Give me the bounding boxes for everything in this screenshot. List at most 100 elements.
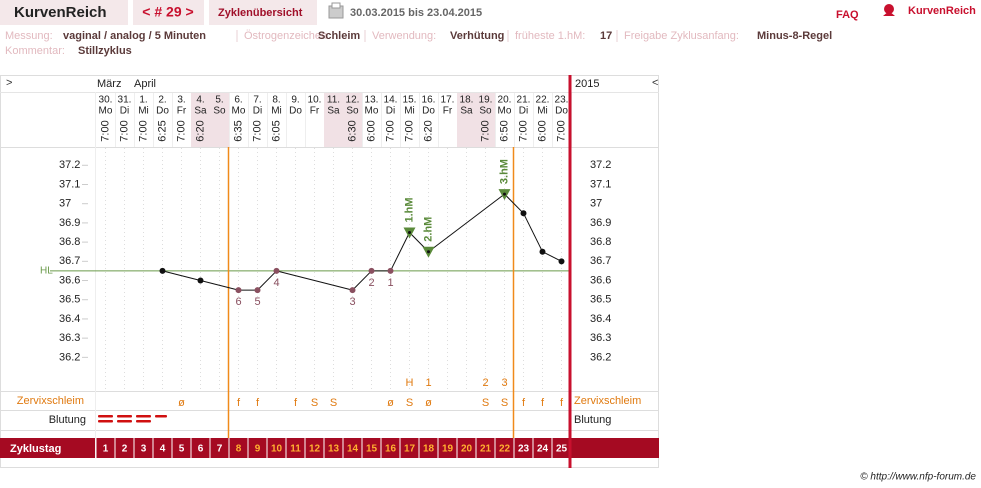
time: 6:20 xyxy=(422,120,434,141)
peak-marker: 2 xyxy=(482,377,488,389)
date-range: 30.03.2015 bis 23.04.2015 xyxy=(350,7,482,19)
logo-text[interactable]: KurvenReich xyxy=(908,5,976,17)
time: 7:00 xyxy=(175,120,187,141)
overview-link[interactable]: Zyklenübersicht xyxy=(218,7,303,19)
mucus-mark: S xyxy=(501,397,508,409)
cycle-day: 24 xyxy=(537,444,549,455)
date: 30. xyxy=(99,95,113,106)
weekday: Mi xyxy=(537,106,548,117)
date: 23. xyxy=(555,95,569,106)
time: 6:20 xyxy=(194,120,206,141)
info-label: Östrogenzeichen: xyxy=(244,30,330,42)
date: 4. xyxy=(196,95,204,106)
overview-box xyxy=(209,0,317,25)
weekday: Mi xyxy=(138,106,149,117)
cycle-day: 17 xyxy=(404,444,416,455)
mucus-mark: S xyxy=(482,397,489,409)
cycle-day: 2 xyxy=(122,444,128,455)
point-label: 3 xyxy=(349,296,355,308)
info-value: Stillzyklus xyxy=(78,45,132,57)
y-tick-label: 37.2 xyxy=(59,159,80,171)
row-label: Zervixschleim xyxy=(17,395,84,407)
cycle-day: 12 xyxy=(309,444,321,455)
info-label: Verwendung: xyxy=(372,30,436,42)
date: 9. xyxy=(291,95,299,106)
weekday: So xyxy=(479,106,492,117)
bleeding-marks xyxy=(98,415,167,423)
y-tick-label: 36.8 xyxy=(59,236,80,248)
cycle-day: 1 xyxy=(103,444,109,455)
time: 6:00 xyxy=(536,120,548,141)
mucus-mark: ø xyxy=(178,397,185,409)
y-tick-label: 36.2 xyxy=(59,351,80,363)
month: April xyxy=(134,78,156,90)
time: 7:00 xyxy=(99,120,111,141)
time: 7:00 xyxy=(555,120,567,141)
cycle-day: 22 xyxy=(499,444,511,455)
cycle-day: 20 xyxy=(461,444,473,455)
date: 11. xyxy=(327,95,340,106)
cycle-nav[interactable]: < # 29 > xyxy=(142,4,193,20)
cycle-day: 18 xyxy=(423,444,435,455)
year: 2015 xyxy=(575,78,599,90)
weekday: Do xyxy=(422,106,435,117)
time: 6:30 xyxy=(346,120,358,141)
date: 13. xyxy=(365,95,379,106)
point-dot xyxy=(427,250,430,254)
weekday: Di xyxy=(386,106,395,117)
mucus-mark: ø xyxy=(425,397,432,409)
curve-segment xyxy=(162,270,201,282)
cycle-day-bar xyxy=(0,438,659,458)
weekday: Sa xyxy=(194,106,207,117)
month: März xyxy=(97,78,121,90)
mucus-mark: f xyxy=(294,397,298,409)
point-dot xyxy=(159,267,166,274)
point-dot xyxy=(520,210,527,217)
peak-marker: 3 xyxy=(501,377,507,389)
point-label: 5 xyxy=(254,296,260,308)
brand[interactable]: KurvenReich xyxy=(14,4,107,21)
chart-frame xyxy=(0,75,659,468)
hl-label: HL xyxy=(40,266,53,277)
cycle-day: 13 xyxy=(328,444,340,455)
time: 7:00 xyxy=(384,120,396,141)
weekend-shade xyxy=(457,93,476,147)
point-label: 1 xyxy=(387,277,393,289)
date: 2. xyxy=(158,95,166,106)
print-icon[interactable] xyxy=(328,2,344,19)
weekday: Do xyxy=(289,106,302,117)
cycle-day: 3 xyxy=(141,444,147,455)
y-tick-label: 36.4 xyxy=(59,313,80,325)
y-tick-label: 36.9 xyxy=(590,217,611,229)
mucus-mark: f xyxy=(541,397,545,409)
date: 8. xyxy=(272,95,280,106)
cycle-day: 4 xyxy=(160,444,166,455)
nav-prev[interactable]: > xyxy=(6,77,12,89)
time: 6:05 xyxy=(270,120,282,141)
date: 3. xyxy=(177,95,185,106)
weekend-shade xyxy=(324,93,343,147)
info-value: Schleim xyxy=(318,30,360,42)
cycle-day: 6 xyxy=(198,444,204,455)
y-tick-label: 36.6 xyxy=(59,274,80,286)
point-dot xyxy=(197,277,204,284)
date: 15. xyxy=(403,95,417,106)
nav-next[interactable]: < xyxy=(652,77,658,89)
faq-link[interactable]: FAQ xyxy=(836,9,859,21)
weekday: Sa xyxy=(327,106,340,117)
time: 7:00 xyxy=(118,120,130,141)
weekend-shade xyxy=(191,93,210,147)
cycle-day: 15 xyxy=(366,444,378,455)
point-dot xyxy=(408,231,411,235)
mucus-mark: ø xyxy=(387,397,394,409)
y-tick-label: 36.6 xyxy=(590,274,611,286)
logo-icon xyxy=(883,4,895,16)
weekday: Fr xyxy=(177,106,187,117)
point-label: 4 xyxy=(273,277,279,289)
y-tick-label: 36.2 xyxy=(590,351,611,363)
y-tick-label: 36.7 xyxy=(59,255,80,267)
date: 17. xyxy=(441,95,455,106)
point-dot xyxy=(254,287,261,294)
cycle-day: 25 xyxy=(556,444,568,455)
cycle-day: 23 xyxy=(518,444,530,455)
